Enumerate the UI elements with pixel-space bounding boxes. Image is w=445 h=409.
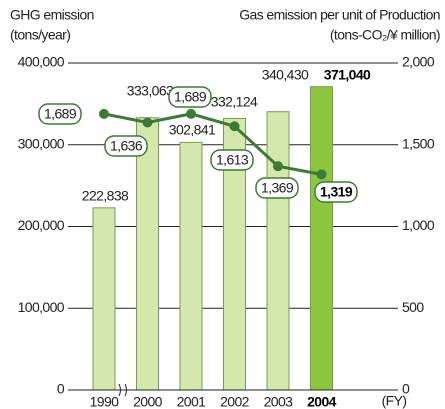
y-tick-label: 100,000: [18, 299, 65, 315]
y-title: (tons/year): [10, 27, 70, 43]
bar: [92, 207, 116, 391]
line-value-label: 1,636: [110, 138, 143, 154]
y2-tick-label: 0: [402, 381, 410, 397]
line-point: [316, 169, 327, 180]
bar-value-label: 332,124: [211, 94, 258, 110]
label-box: [255, 177, 299, 199]
bar: [310, 86, 333, 391]
x-tick-label: 2003: [264, 394, 294, 409]
y2-tick-label: 1,500: [402, 135, 435, 151]
y2-tick-label: 1,000: [402, 217, 435, 233]
axis-break: [118, 383, 127, 397]
line-value-label: 1,369: [261, 180, 294, 196]
y2-tick-label: 500: [402, 299, 424, 315]
x-tick-label: 2004: [307, 394, 337, 409]
bar: [136, 117, 159, 391]
bar: [266, 111, 290, 391]
y-tick-label: 200,000: [18, 217, 65, 233]
bar-value-label: 333,063: [127, 83, 174, 99]
line-point: [142, 117, 153, 128]
line-point: [273, 161, 283, 172]
label-box: [210, 149, 254, 171]
bar-value-label: 371,040: [324, 67, 371, 83]
y-tick-label: 0: [57, 381, 65, 397]
line-point: [186, 108, 196, 119]
label-box: [168, 86, 212, 108]
line-value-label: 1,689: [44, 106, 77, 122]
bar-value-label: 340,430: [262, 67, 309, 83]
bar: [179, 141, 203, 391]
y-title: GHG emission: [10, 7, 94, 23]
bar-value-label: 302,841: [169, 122, 216, 138]
y2-tick-label: 2,000: [402, 54, 435, 70]
y2-title: (tons-CO₂/¥ million): [330, 27, 440, 43]
x-tick-label: 2002: [220, 394, 250, 409]
line-value-label: 1,319: [320, 184, 353, 200]
line: [103, 112, 322, 176]
x-tick-label: 2001: [177, 394, 207, 409]
label-box: [104, 135, 148, 157]
line-point: [99, 108, 109, 119]
label-box: [314, 181, 358, 203]
x-tick-label: 2000: [133, 394, 163, 409]
y-tick-label: 400,000: [18, 54, 65, 70]
line-value-label: 1,613: [216, 152, 249, 168]
y-tick-label: 300,000: [18, 135, 65, 151]
label-box: [38, 103, 82, 125]
y2-title: Gas emission per unit of Production: [239, 7, 440, 23]
x-unit: (FY): [382, 393, 407, 409]
x-tick-label: 1990: [90, 394, 120, 409]
bar-value-label: 222,838: [82, 188, 129, 204]
line-value-label: 1,689: [174, 89, 207, 105]
line-point: [229, 121, 240, 132]
